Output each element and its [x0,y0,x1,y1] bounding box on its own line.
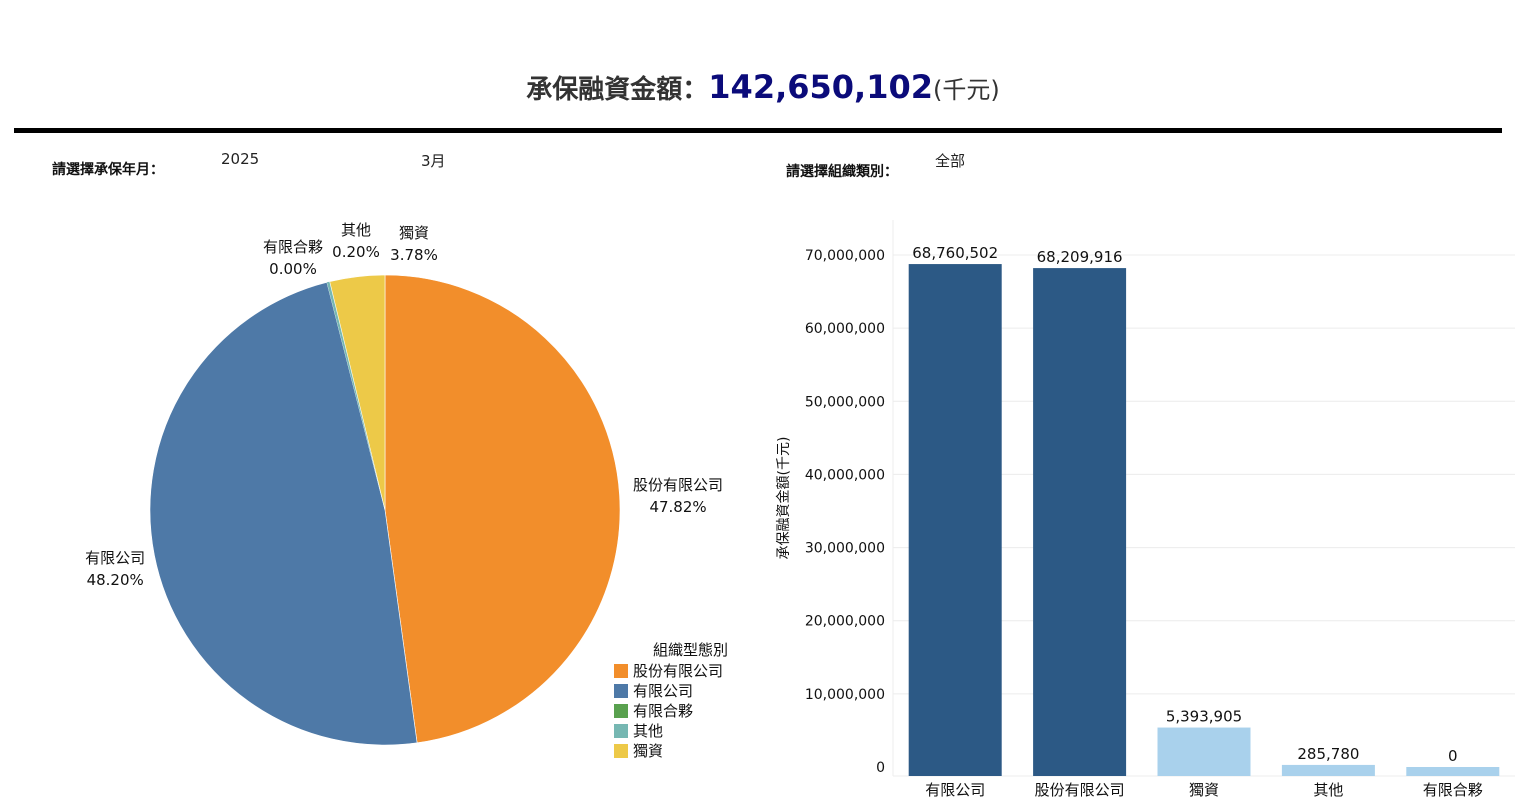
y-tick-label-6: 60,000,000 [805,321,885,337]
pie-label-name-3: 其他 [341,221,371,239]
pie-slice-1[interactable] [149,281,418,746]
y-tick-label-2: 20,000,000 [805,614,885,630]
pie-label-name-2: 有限合夥 [263,238,323,256]
pie-label-name-4: 獨資 [399,224,429,242]
legend-swatch-0[interactable] [614,664,628,678]
pie-slice-3[interactable] [326,281,385,510]
bar-0[interactable] [908,264,1002,776]
pie-label-name-1: 有限公司 [85,549,145,567]
legend-label-4[interactable]: 獨資 [633,742,663,760]
bar-3[interactable] [1281,764,1375,776]
total-amount-label: 承保融資金額： [526,75,709,105]
org-filter-label: 請選擇組織類別： [786,164,898,180]
pie-label-pct-0: 47.82% [649,498,706,516]
bar-value-label-3: 285,780 [1297,745,1359,763]
bar-chart: 0 10,000,000 20,000,000 30,000,000 40,000,00… [776,220,1515,799]
pie-label-name-0: 股份有限公司 [633,476,723,494]
legend-label-2[interactable]: 有限合夥 [633,702,693,720]
legend-swatch-4[interactable] [614,744,628,758]
bar-value-label-2: 5,393,905 [1166,708,1242,726]
pie-slice-0[interactable] [384,274,621,744]
legend-label-3[interactable]: 其他 [633,722,663,740]
y-tick-label-7: 70,000,000 [805,248,885,264]
y-tick-label-0: 0 [876,760,885,776]
year-select[interactable]: 2025 [221,150,260,168]
pie-chart: 股份有限公司 47.82% 有限公司 48.20% 有限合夥 0.00% 其他 0.20% 獨資… [85,221,728,760]
legend-title: 組織型態別 [653,641,728,659]
x-tick-label-3: 其他 [1313,781,1343,799]
x-tick-label-2: 獨資 [1189,781,1219,799]
pie-label-pct-1: 48.20% [87,571,144,589]
y-tick-label-5: 50,000,000 [805,394,885,410]
total-amount-unit: (千元) [932,76,1000,104]
period-filter-label: 請選擇承保年月： [52,162,164,178]
legend-label-1[interactable]: 有限公司 [633,682,693,700]
legend-label-0[interactable]: 股份有限公司 [633,662,723,680]
total-amount-value: 142,650,102 [708,68,933,106]
y-axis-title: 承保融資金額(千元) [776,437,792,560]
month-select[interactable]: 3月 [421,152,446,170]
org-type-select[interactable]: 全部 [935,152,966,170]
bar-value-label-4: 0 [1448,747,1458,765]
legend-swatch-1[interactable] [614,684,628,698]
bar-2[interactable] [1157,727,1251,776]
y-tick-label-1: 10,000,000 [805,687,885,703]
pie-slice-4[interactable] [329,274,386,511]
pie-label-pct-4: 3.78% [390,246,438,264]
pie-label-pct-2: 0.00% [269,260,317,278]
x-tick-label-0: 有限公司 [925,781,985,799]
bar-value-label-0: 68,760,502 [912,244,998,262]
bar-1[interactable] [1033,268,1127,776]
y-tick-label-4: 40,000,000 [805,467,885,483]
x-tick-label-1: 股份有限公司 [1035,781,1125,799]
total-amount-header: 承保融資金額：142,650,102(千元) [0,68,1526,106]
legend-swatch-3[interactable] [614,724,628,738]
bar-value-label-1: 68,209,916 [1037,248,1123,266]
y-tick-label-3: 30,000,000 [805,541,885,557]
pie-label-pct-3: 0.20% [332,243,380,261]
header-divider [14,128,1502,133]
legend-swatch-2[interactable] [614,704,628,718]
x-tick-label-4: 有限合夥 [1423,781,1483,799]
bar-4[interactable] [1406,767,1500,776]
